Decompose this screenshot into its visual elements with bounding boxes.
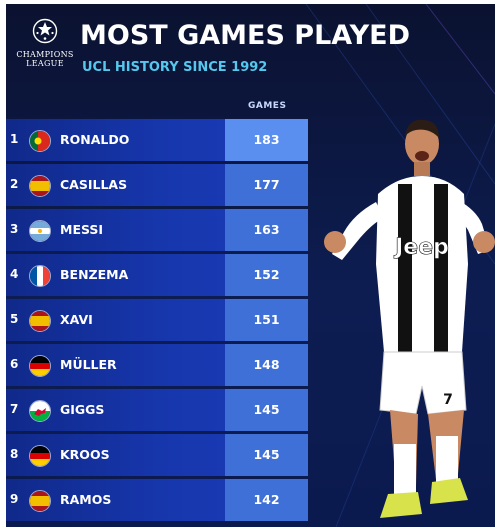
germany-flag-icon	[29, 445, 51, 467]
player-name: BENZEMA	[60, 267, 129, 282]
infographic-card: CHAMPIONS LEAGUE MOST GAMES PLAYED UCL H…	[6, 4, 495, 527]
games-value: 177	[225, 164, 308, 206]
rank-number: 4	[10, 267, 19, 281]
spain-flag-icon	[29, 490, 51, 512]
wales-flag-icon	[29, 400, 51, 422]
player-name: GIGGS	[60, 402, 105, 417]
table-row: 6 MÜLLER 148	[6, 344, 308, 386]
games-value: 145	[225, 389, 308, 431]
table-row: 1 RONALDO 183	[6, 119, 308, 161]
rank-number: 5	[10, 312, 19, 326]
logo-line1: CHAMPIONS	[16, 50, 74, 59]
player-name: MESSI	[60, 222, 104, 237]
player-name: RAMOS	[60, 492, 112, 507]
games-column-header: GAMES	[248, 101, 287, 111]
rank-number: 9	[10, 492, 19, 506]
portugal-flag-icon	[29, 130, 51, 152]
player-photo: Jeep 7	[324, 119, 495, 518]
spain-flag-icon	[29, 310, 51, 332]
table-row: 8 KROOS 145	[6, 434, 308, 476]
germany-flag-icon	[29, 355, 51, 377]
player-name: KROOS	[60, 447, 110, 462]
player-name: CASILLAS	[60, 177, 128, 192]
player-name: MÜLLER	[60, 357, 117, 372]
games-value: 152	[225, 254, 308, 296]
games-value: 148	[225, 344, 308, 386]
player-name: RONALDO	[60, 132, 130, 147]
player-name: XAVI	[60, 312, 93, 327]
games-value: 163	[225, 209, 308, 251]
games-value: 151	[225, 299, 308, 341]
starball-icon	[32, 18, 58, 44]
shirt-sponsor: Jeep	[393, 235, 449, 260]
rank-number: 1	[10, 132, 19, 146]
rank-number: 7	[10, 402, 19, 416]
table-row: 4 BENZEMA 152	[6, 254, 308, 296]
rank-number: 3	[10, 222, 19, 236]
france-flag-icon	[29, 265, 51, 287]
page-title: MOST GAMES PLAYED	[80, 20, 411, 51]
rank-number: 2	[10, 177, 19, 191]
table-row: 3 MESSI 163	[6, 209, 308, 251]
games-value: 145	[225, 434, 308, 476]
rank-number: 8	[10, 447, 19, 461]
games-value: 142	[225, 479, 308, 521]
argentina-flag-icon	[29, 220, 51, 242]
logo-line2: LEAGUE	[26, 59, 64, 68]
shorts-number: 7	[443, 392, 453, 408]
table-row: 2 CASILLAS 177	[6, 164, 308, 206]
page-subtitle: UCL HISTORY SINCE 1992	[82, 60, 268, 75]
table-row: 7 GIGGS 145	[6, 389, 308, 431]
table-row: 9 RAMOS 142	[6, 479, 308, 521]
rank-number: 6	[10, 357, 19, 371]
table-row: 5 XAVI 151	[6, 299, 308, 341]
logo-text: CHAMPIONS LEAGUE	[12, 50, 78, 68]
champions-league-logo: CHAMPIONS LEAGUE	[12, 18, 78, 82]
spain-flag-icon	[29, 175, 51, 197]
games-value: 183	[225, 119, 308, 161]
